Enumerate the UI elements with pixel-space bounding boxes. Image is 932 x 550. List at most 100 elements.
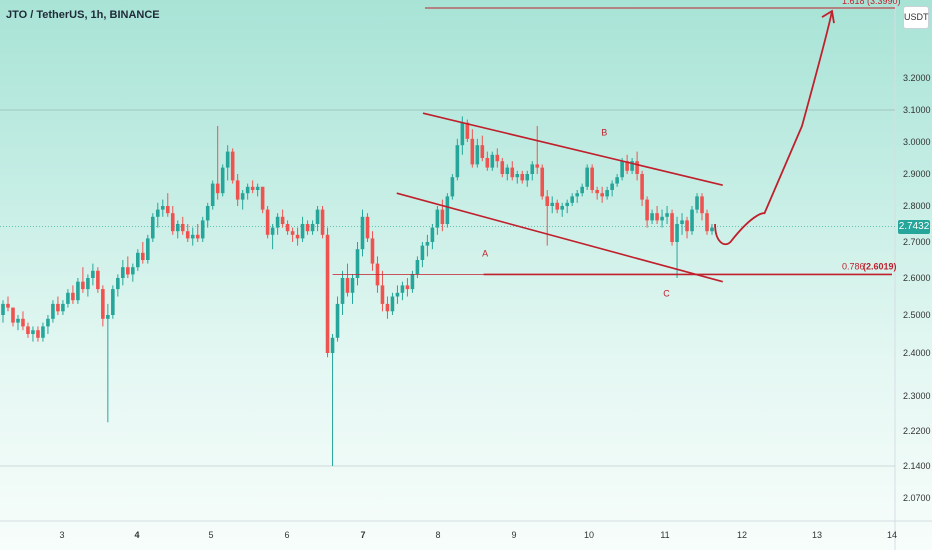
candle-body xyxy=(280,216,285,224)
candle-body xyxy=(325,234,330,353)
candle-body xyxy=(515,174,520,178)
candle-body xyxy=(685,220,689,232)
candle-body xyxy=(230,151,235,181)
candle-body xyxy=(700,196,704,214)
candle-body xyxy=(580,186,584,194)
candle-body xyxy=(250,186,255,190)
candle-body xyxy=(395,292,400,297)
chart-title: JTO / TetherUS, 1h, BINANCE xyxy=(6,9,160,21)
candle-body xyxy=(126,267,130,275)
candle-body xyxy=(430,227,435,242)
candle-body xyxy=(625,161,629,171)
candle-body xyxy=(111,289,115,315)
candle-body xyxy=(620,161,624,178)
candle-body xyxy=(245,186,250,194)
candle-body xyxy=(500,161,505,174)
candle-body xyxy=(400,285,405,293)
candle-body xyxy=(460,122,465,146)
x-tick-label: 7 xyxy=(360,530,365,540)
candle-body xyxy=(31,330,35,334)
candle-body xyxy=(76,281,80,301)
candle-body xyxy=(570,196,574,203)
candle-body xyxy=(505,167,510,174)
candle-body xyxy=(91,270,95,278)
candle-body xyxy=(305,224,310,232)
candle-body xyxy=(520,174,525,181)
wave-label-b: B xyxy=(601,128,607,138)
candle-body xyxy=(495,154,500,162)
candle-body xyxy=(350,278,355,293)
x-tick-label: 14 xyxy=(887,530,897,540)
wave-label-c: C xyxy=(663,289,670,299)
candle-body xyxy=(645,199,649,221)
y-tick-label: 3.1000 xyxy=(903,105,931,115)
candle-body xyxy=(46,318,50,327)
candle-body xyxy=(680,220,684,224)
candle-body xyxy=(210,183,215,206)
candle-body xyxy=(131,267,135,275)
candle-body xyxy=(690,209,694,232)
candle-body xyxy=(270,227,275,235)
candle-body xyxy=(490,154,495,168)
candle-body xyxy=(585,167,589,187)
candle-body xyxy=(475,145,480,165)
candle-body xyxy=(545,196,550,206)
fib-1618-label: 1.618 (3.3990) xyxy=(842,0,901,6)
candle-body xyxy=(240,193,245,200)
y-tick-label: 3.0000 xyxy=(903,137,931,147)
x-tick-label: 12 xyxy=(737,530,747,540)
candle-body xyxy=(21,318,25,327)
wave-label-a: A xyxy=(482,248,488,258)
x-tick-label: 13 xyxy=(812,530,822,540)
candle-body xyxy=(121,267,125,278)
candle-body xyxy=(136,252,140,268)
channel-lower-line[interactable] xyxy=(396,192,723,283)
candle-body xyxy=(215,183,220,194)
candle-body xyxy=(435,209,440,228)
candle-body xyxy=(101,289,105,319)
projection-arrowhead xyxy=(821,9,835,24)
y-tick-label: 2.1400 xyxy=(903,461,931,471)
candle-body xyxy=(16,318,20,323)
candle-body xyxy=(565,202,570,206)
candle-body xyxy=(175,224,180,232)
candle-body xyxy=(315,209,320,224)
candle-body xyxy=(220,167,225,194)
y-tick-label: 2.6000 xyxy=(903,273,931,283)
fib-0786-ratio: 0.786 xyxy=(842,261,865,271)
candle-body xyxy=(605,190,609,197)
candle-body xyxy=(540,167,545,197)
channel-upper-line[interactable] xyxy=(422,112,723,186)
candle-body xyxy=(450,177,455,197)
candle-body xyxy=(11,307,15,323)
candle-body xyxy=(370,238,375,264)
candle-body xyxy=(465,122,470,139)
candle-body xyxy=(195,234,200,239)
x-tick-label: 6 xyxy=(284,530,289,540)
candle-body xyxy=(205,206,210,221)
x-tick-label: 8 xyxy=(435,530,440,540)
candle-body xyxy=(260,186,265,210)
x-tick-label: 11 xyxy=(660,530,669,540)
candle-body xyxy=(295,234,300,239)
candle-body xyxy=(365,216,370,239)
candle-body xyxy=(705,213,709,232)
candle-body xyxy=(180,224,185,232)
projection-curve[interactable] xyxy=(714,10,833,246)
y-tick-label: 2.8000 xyxy=(903,201,931,211)
candle-body xyxy=(510,167,515,178)
y-tick-label: 3.2000 xyxy=(903,73,931,83)
candle-body xyxy=(106,315,110,319)
candle-body xyxy=(275,216,280,228)
candle-body xyxy=(116,278,120,290)
candle-body xyxy=(555,202,560,210)
candle-body xyxy=(96,270,100,290)
candle-body xyxy=(410,274,415,290)
y-tick-label: 2.3000 xyxy=(903,391,931,401)
candle-body xyxy=(415,260,420,275)
currency-button[interactable]: USDT xyxy=(903,6,929,29)
candle-body xyxy=(425,242,430,246)
candle-body xyxy=(310,224,315,232)
